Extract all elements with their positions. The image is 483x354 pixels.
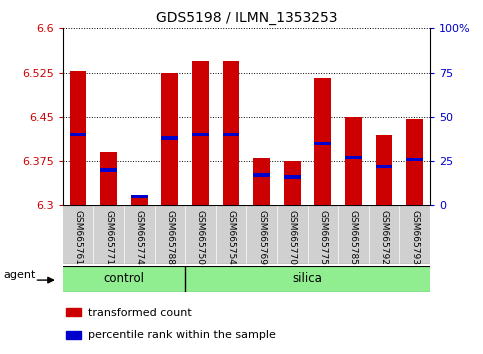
Bar [70, 133, 86, 136]
Text: transformed count: transformed count [88, 308, 192, 318]
Text: GSM665788: GSM665788 [165, 210, 174, 265]
Text: GSM665775: GSM665775 [318, 210, 327, 265]
Bar [376, 165, 392, 168]
Text: GSM665785: GSM665785 [349, 210, 358, 265]
Bar [284, 175, 300, 179]
Text: percentile rank within the sample: percentile rank within the sample [88, 330, 276, 340]
Text: GSM665771: GSM665771 [104, 210, 113, 265]
Bar [185, 266, 430, 292]
Bar [284, 161, 300, 205]
Text: agent: agent [3, 270, 36, 280]
Bar [67, 331, 81, 339]
Text: silica: silica [293, 272, 323, 285]
Bar [253, 158, 270, 205]
Bar [406, 119, 423, 205]
Text: GSM665770: GSM665770 [288, 210, 297, 265]
Text: GSM665750: GSM665750 [196, 210, 205, 265]
Bar [406, 158, 423, 161]
Bar [161, 136, 178, 140]
Text: GSM665754: GSM665754 [227, 210, 236, 265]
Bar [314, 79, 331, 205]
Bar [131, 195, 148, 198]
Bar [345, 156, 362, 159]
Bar [70, 72, 86, 205]
Bar [223, 61, 240, 205]
Text: GSM665792: GSM665792 [380, 210, 388, 265]
Bar [67, 308, 81, 316]
Bar [100, 152, 117, 205]
Bar [131, 196, 148, 205]
Bar [192, 61, 209, 205]
Bar [223, 133, 240, 136]
Text: GSM665769: GSM665769 [257, 210, 266, 265]
Text: control: control [103, 272, 144, 285]
Text: GSM665793: GSM665793 [410, 210, 419, 265]
Bar [314, 142, 331, 145]
Bar [376, 135, 392, 205]
Title: GDS5198 / ILMN_1353253: GDS5198 / ILMN_1353253 [156, 11, 337, 24]
Bar [345, 117, 362, 205]
Text: GSM665774: GSM665774 [135, 210, 144, 265]
Bar [100, 168, 117, 172]
Bar [192, 133, 209, 136]
Bar [161, 73, 178, 205]
Bar [253, 173, 270, 177]
Text: GSM665761: GSM665761 [73, 210, 83, 265]
Bar [63, 266, 185, 292]
